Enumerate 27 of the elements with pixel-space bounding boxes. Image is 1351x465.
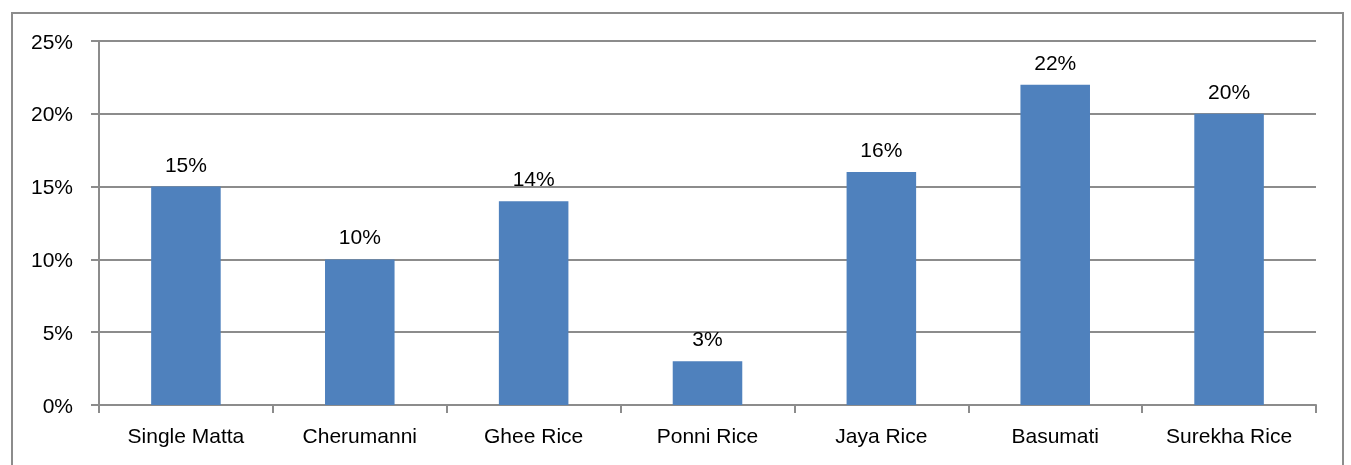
y-tick-label: 10% bbox=[30, 247, 73, 271]
y-tick-label: 20% bbox=[30, 102, 73, 126]
x-tick-label: Surekha Rice bbox=[1166, 424, 1293, 447]
y-tick-label: 25% bbox=[30, 29, 73, 53]
y-tick-label: 0% bbox=[42, 393, 73, 417]
y-tick-label: 5% bbox=[42, 320, 73, 344]
x-tick-label: Cherumanni bbox=[302, 424, 417, 447]
bar bbox=[1194, 113, 1264, 405]
bar bbox=[325, 259, 395, 405]
data-label: 15% bbox=[164, 152, 207, 176]
data-label: 22% bbox=[1034, 50, 1077, 74]
bar bbox=[151, 186, 221, 405]
bar bbox=[498, 201, 569, 405]
x-tick-label: Jaya Rice bbox=[835, 424, 928, 447]
x-tick-label: Single Matta bbox=[127, 424, 245, 447]
data-label: 20% bbox=[1208, 79, 1251, 103]
bar bbox=[672, 361, 743, 405]
bar bbox=[1020, 84, 1090, 405]
data-label: 3% bbox=[692, 327, 723, 351]
bar bbox=[846, 172, 917, 405]
data-label: 16% bbox=[860, 138, 903, 162]
data-label: 14% bbox=[512, 167, 555, 191]
x-tick-label: Basumati bbox=[1011, 424, 1099, 447]
data-label: 10% bbox=[338, 225, 381, 249]
x-tick-label: Ponni Rice bbox=[656, 424, 759, 447]
x-tick-label: Ghee Rice bbox=[484, 424, 584, 447]
y-tick-label: 15% bbox=[30, 175, 73, 199]
